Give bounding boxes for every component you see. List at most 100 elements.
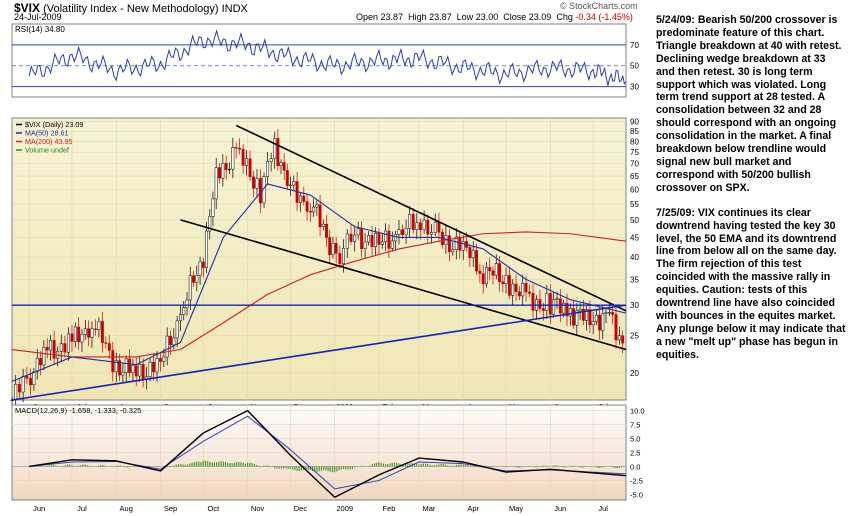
candle-body — [485, 267, 488, 285]
candle-body — [266, 161, 270, 177]
macd-x-label: Aug — [120, 504, 133, 513]
candle-body — [318, 204, 322, 227]
candle-body — [93, 328, 97, 330]
candle-body — [454, 236, 458, 250]
candle-body — [175, 320, 179, 339]
rsi-panel — [11, 23, 627, 98]
candle-body — [218, 167, 221, 179]
candle-body — [447, 235, 451, 253]
candle-body — [415, 222, 419, 230]
candle-body — [458, 236, 462, 251]
candle-body — [591, 321, 595, 325]
candle-body — [45, 347, 49, 351]
candle-body — [305, 201, 309, 212]
candle-body — [42, 347, 46, 366]
candle-body — [155, 358, 159, 373]
price-tick-label: 50 — [630, 216, 639, 225]
candle-body — [80, 334, 84, 343]
trendline — [235, 124, 627, 312]
close-label: Close — [503, 12, 527, 22]
candle-body — [141, 364, 145, 380]
candle-body — [195, 275, 199, 283]
chart-area: 30 50 70 RSI(14) 34.80 20 25 30 35 40 45 50 55 60 65 7… — [10, 1, 645, 513]
high-label: High — [408, 12, 427, 22]
candle-body — [575, 310, 579, 326]
candle-body — [585, 309, 589, 321]
note-1: 5/24/09: Bearish 50/200 crossover is pre… — [656, 14, 842, 194]
macd-x-label: Dec — [294, 504, 308, 513]
candle-body — [205, 230, 209, 268]
candle-body — [356, 228, 360, 236]
candle-body — [118, 360, 122, 376]
price-legend-entry: Volume undef — [25, 146, 69, 155]
candle-body — [321, 223, 325, 227]
price-tick-label: 45 — [630, 233, 639, 242]
candle-body — [172, 337, 176, 346]
candle-body — [245, 158, 249, 166]
macd-x-label: Jul — [598, 504, 608, 513]
candle-body — [408, 214, 412, 229]
price-tick-label: 90 — [630, 118, 639, 127]
candle-body — [390, 240, 394, 249]
candle-body — [255, 178, 259, 189]
candle-body — [377, 232, 381, 245]
candle-body — [90, 328, 94, 338]
chart-date: 24-Jul-2009 — [14, 12, 62, 22]
ma200-line — [11, 231, 627, 358]
price-tick-label: 75 — [630, 148, 639, 157]
price-tick-label: 55 — [630, 200, 639, 209]
candle-body — [70, 333, 74, 342]
macd-x-label: Apr — [467, 504, 479, 513]
price-tick-label: 80 — [630, 137, 639, 146]
candle-body — [273, 138, 277, 160]
candle-body — [491, 270, 495, 276]
candle-body — [387, 230, 391, 249]
candle-body — [338, 253, 342, 264]
candle-body — [555, 298, 559, 300]
high-value: 23.87 — [429, 12, 452, 22]
candle-body — [614, 314, 618, 341]
candle-body — [131, 365, 135, 373]
candle-body — [248, 158, 252, 178]
rsi-legend: RSI(14) 34.80 — [15, 25, 65, 34]
macd-tick-label: 2.5 — [630, 449, 640, 458]
candle-body — [298, 195, 302, 203]
price-tick-label: 85 — [630, 127, 639, 136]
candle-body — [411, 214, 415, 230]
candle-body — [192, 275, 195, 283]
macd-tick-label: 0.0 — [630, 462, 640, 471]
macd-tick-label: 7.5 — [630, 421, 640, 430]
close-value: 23.09 — [528, 12, 552, 22]
candle-body — [269, 158, 273, 162]
candle-body — [159, 358, 162, 362]
candle-body — [394, 234, 398, 242]
candle-body — [128, 358, 132, 373]
candle-body — [325, 223, 328, 238]
candle-body — [461, 241, 465, 251]
candle-body — [97, 321, 101, 330]
candle-body — [572, 308, 576, 326]
candle-body — [17, 384, 21, 393]
price-tick-label: 65 — [630, 172, 639, 181]
candle-body — [433, 221, 437, 233]
macd-x-label: 2009 — [336, 504, 353, 513]
candle-body — [545, 293, 549, 311]
candle-body — [524, 283, 528, 293]
macd-x-label: May — [509, 504, 523, 513]
candle-body — [331, 243, 335, 255]
macd-tick-label: 10.0 — [630, 407, 645, 416]
candle-body — [14, 384, 18, 401]
candle-body — [568, 308, 572, 317]
candle-body — [77, 326, 81, 343]
candle-body — [312, 206, 316, 213]
chart-title: $VIX (Volatility Index - New Methodology… — [14, 1, 248, 15]
candle-body — [66, 333, 70, 353]
candle-body — [621, 335, 625, 344]
candle-body — [252, 176, 255, 189]
candle-body — [201, 261, 205, 268]
open-value: 23.87 — [380, 12, 404, 22]
candle-body — [594, 314, 598, 322]
candle-body — [49, 340, 53, 351]
candle-body — [29, 378, 33, 385]
candle-body — [124, 358, 128, 373]
